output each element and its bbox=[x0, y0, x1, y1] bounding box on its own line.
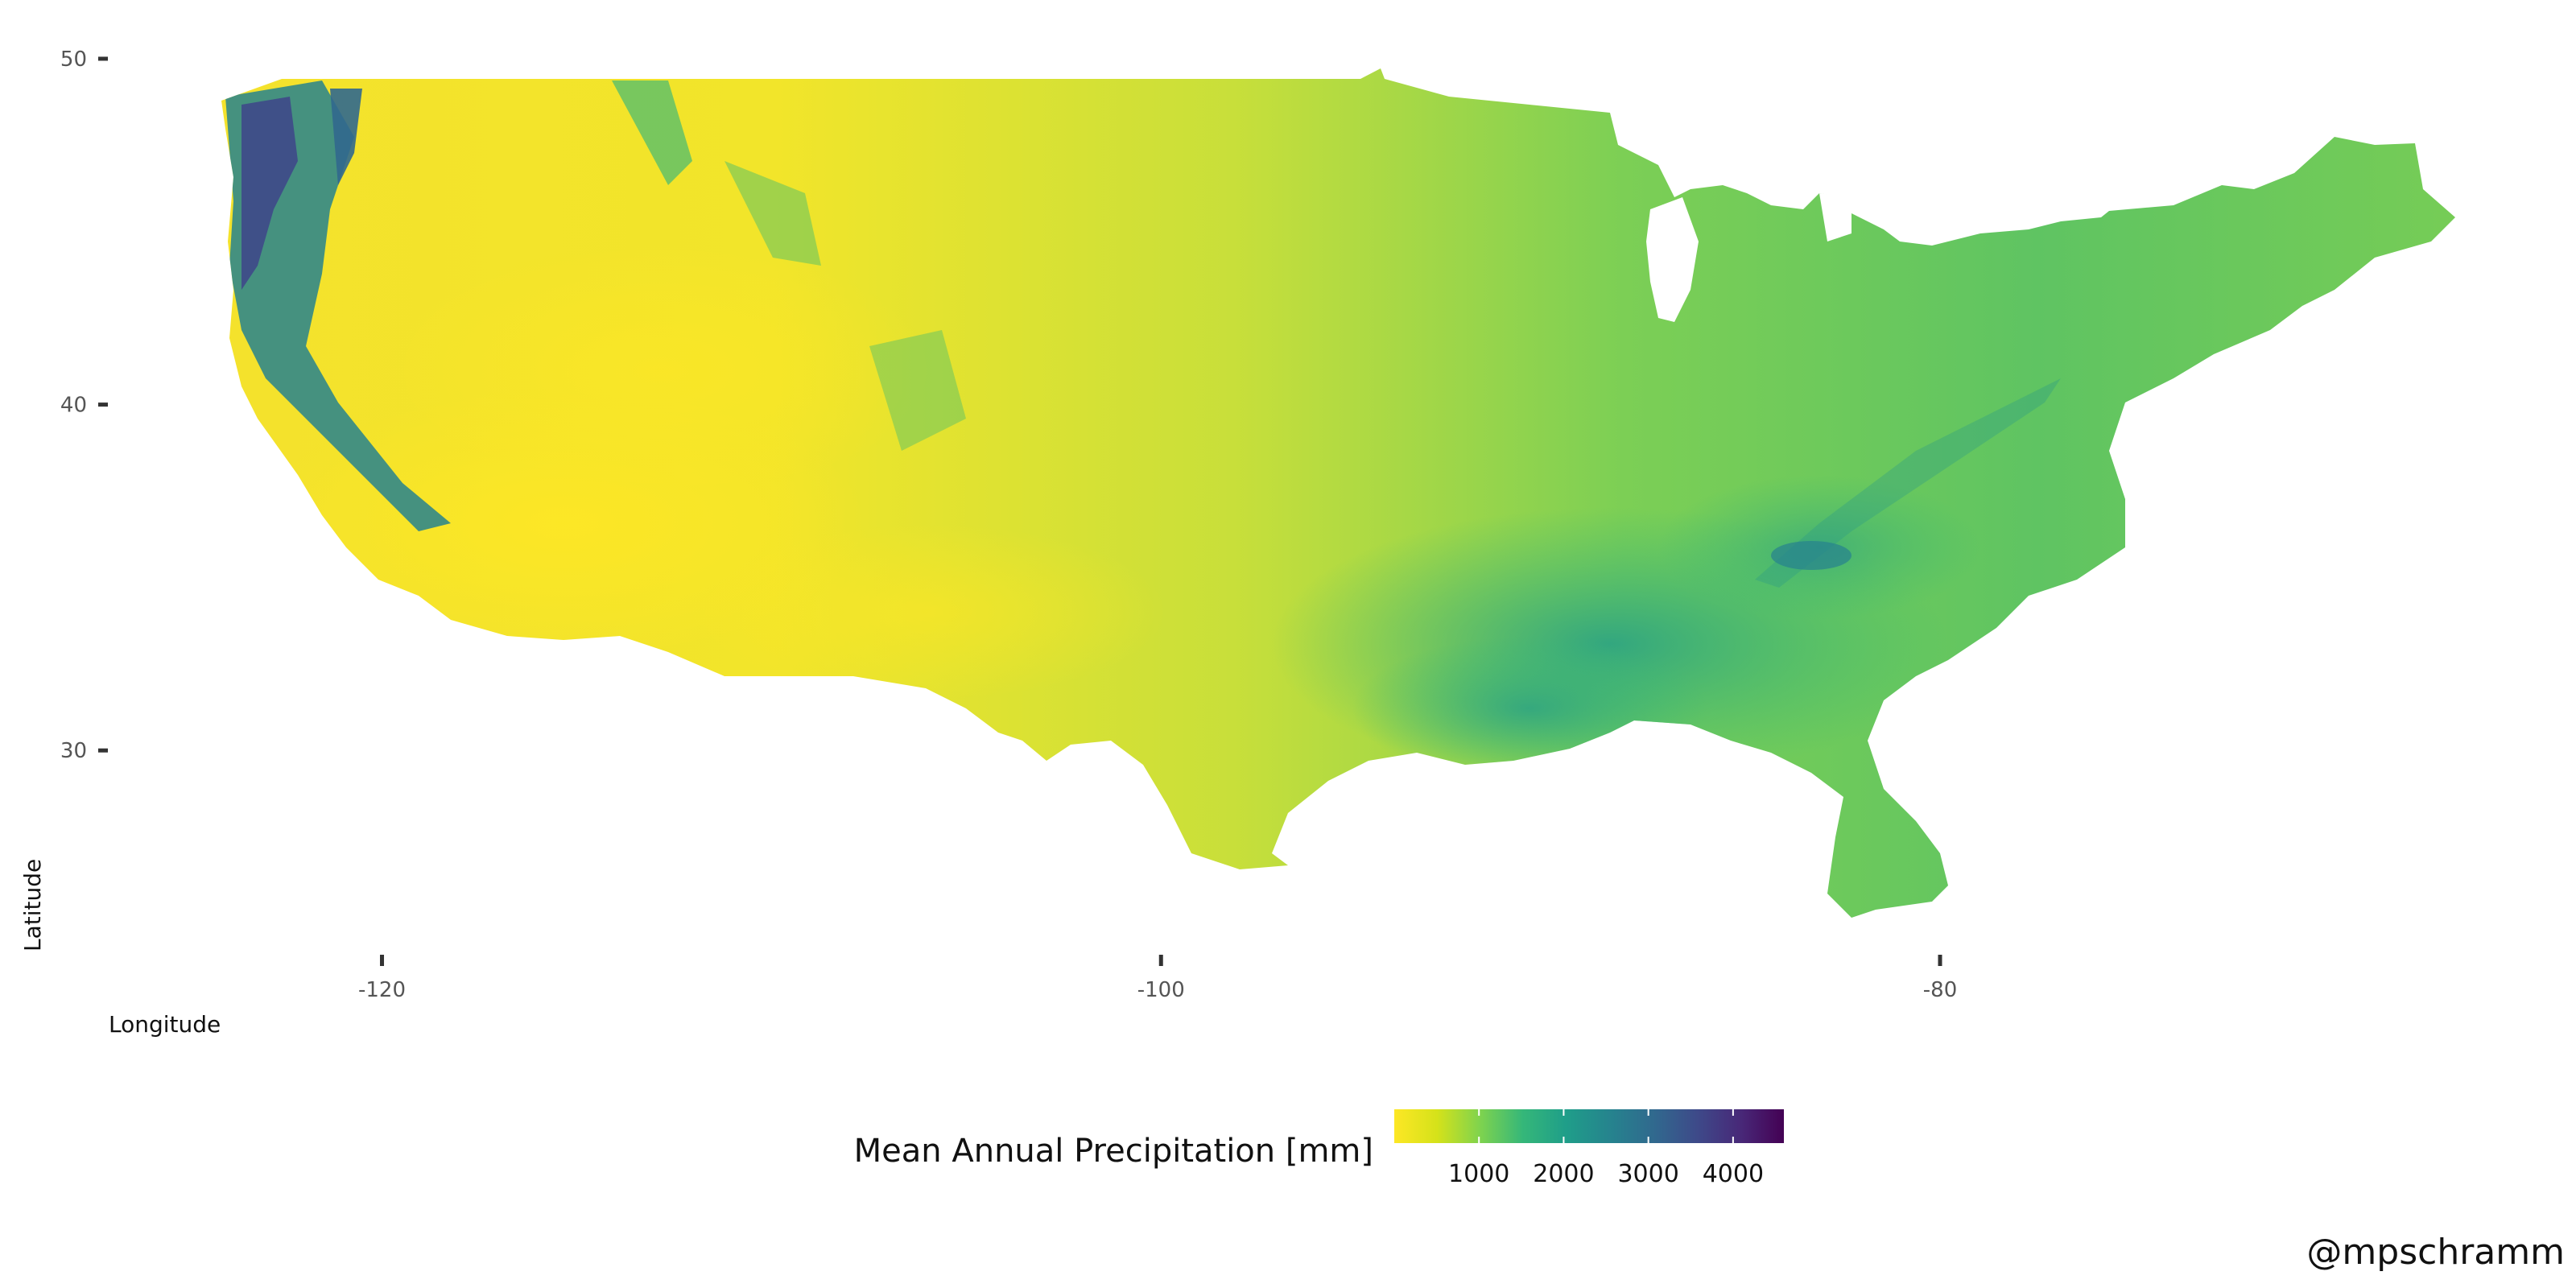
great-lakes bbox=[1646, 193, 1852, 322]
y-tick-label: 50 bbox=[60, 47, 87, 72]
x-tick-label: -100 bbox=[1137, 978, 1185, 1002]
x-axis-title: Longitude bbox=[109, 1011, 221, 1038]
y-axis-title: Latitude bbox=[19, 859, 46, 952]
x-tick-label: -80 bbox=[1923, 978, 1957, 1002]
legend-tick-label: 2000 bbox=[1533, 1160, 1594, 1188]
legend-colorbar bbox=[1394, 1109, 1784, 1143]
y-tick-label: 30 bbox=[60, 739, 87, 763]
x-axis: -120 -100 -80 bbox=[358, 955, 1957, 1002]
us-land-raster bbox=[221, 68, 2455, 918]
legend-tick-label: 3000 bbox=[1617, 1160, 1678, 1188]
colorbar-legend: Mean Annual Precipitation [mm] 1000 2000 3… bbox=[854, 1109, 1784, 1188]
legend-ticks: 1000 2000 3000 4000 bbox=[1448, 1109, 1764, 1188]
author-credit: @mpschramm bbox=[2306, 1232, 2565, 1273]
legend-tick-label: 1000 bbox=[1448, 1160, 1509, 1188]
legend-tick-label: 4000 bbox=[1703, 1160, 1764, 1188]
legend-title: Mean Annual Precipitation [mm] bbox=[854, 1133, 1373, 1170]
y-axis: 50 40 30 bbox=[60, 47, 108, 763]
x-tick-label: -120 bbox=[358, 978, 406, 1002]
y-tick-label: 40 bbox=[60, 394, 87, 418]
